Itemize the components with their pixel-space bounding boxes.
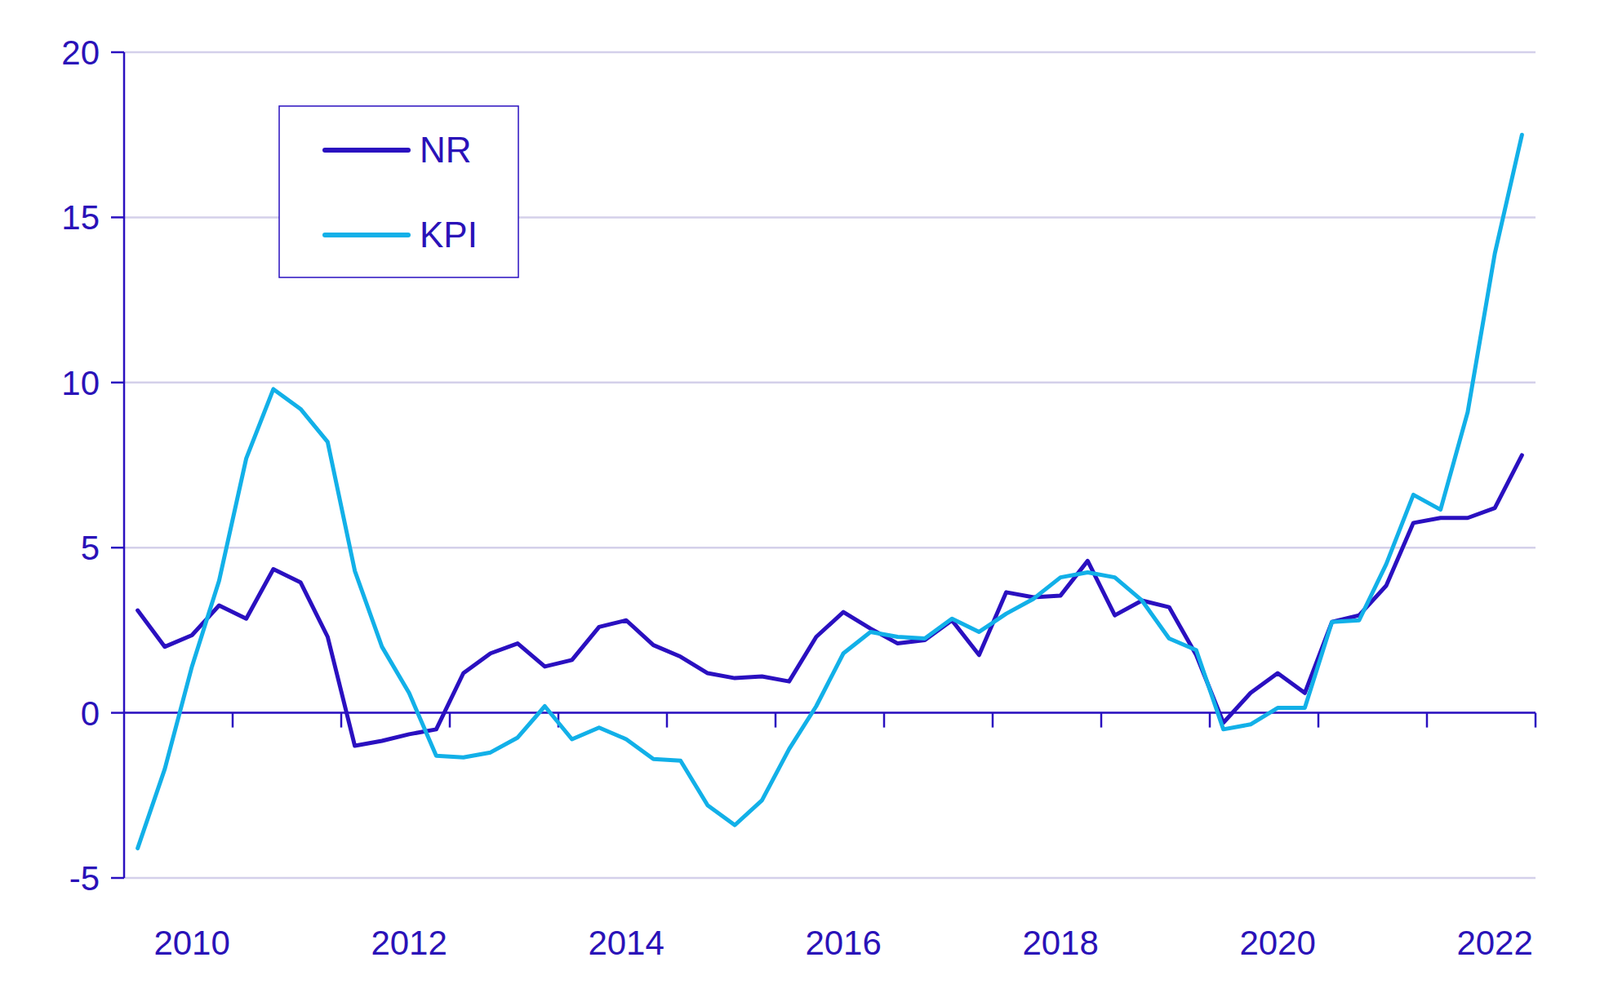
y-tick-label: 5 <box>80 528 100 568</box>
grid-line <box>124 546 1536 550</box>
legend-label: KPI <box>419 214 478 255</box>
x-tick-label: 2016 <box>804 924 881 963</box>
grid-line <box>124 51 1536 54</box>
x-axis <box>124 711 1536 715</box>
y-tick-label: 15 <box>61 198 100 237</box>
legend-label: NR <box>419 129 472 170</box>
line-nr <box>137 455 1523 747</box>
x-tick-label: 2018 <box>1022 924 1098 963</box>
x-tick-label: 2014 <box>587 924 664 963</box>
y-tick <box>111 51 125 54</box>
x-tick-label: 2020 <box>1239 924 1316 963</box>
y-tick <box>111 546 125 550</box>
chart: -5 0 5 10 15 20 2010 2012 2014 2016 2018 2020 2022 NR… <box>0 0 1600 993</box>
x-tick <box>1317 713 1320 729</box>
x-tick-label: 2012 <box>370 924 447 963</box>
x-tick <box>448 713 452 729</box>
x-tick <box>1426 713 1429 729</box>
y-tick <box>111 216 125 219</box>
y-tick <box>111 382 125 385</box>
legend-swatch <box>324 147 409 153</box>
y-tick <box>111 877 125 880</box>
x-tick <box>1208 713 1212 729</box>
x-tick <box>883 713 886 729</box>
x-tick-label: 2010 <box>153 924 230 963</box>
grid <box>124 52 1536 879</box>
x-tick <box>774 713 778 729</box>
x-tick-label: 2022 <box>1456 924 1533 963</box>
y-tick-label: 0 <box>80 694 100 734</box>
y-tick <box>111 711 125 715</box>
x-tick <box>1100 713 1103 729</box>
legend-box <box>279 106 519 278</box>
y-axis <box>123 52 126 879</box>
legend: NR KPI <box>279 106 519 278</box>
x-tick <box>340 713 343 729</box>
y-tick-label: 20 <box>61 33 100 72</box>
grid-line <box>124 711 1536 715</box>
x-tick <box>666 713 669 729</box>
y-tick-label: 10 <box>61 364 100 403</box>
grid-line <box>124 877 1536 880</box>
x-tick <box>231 713 235 729</box>
x-tick <box>1534 713 1538 729</box>
legend-swatch <box>324 232 409 238</box>
y-tick-label: -5 <box>69 859 100 898</box>
grid-line <box>124 382 1536 385</box>
x-tick <box>991 713 995 729</box>
